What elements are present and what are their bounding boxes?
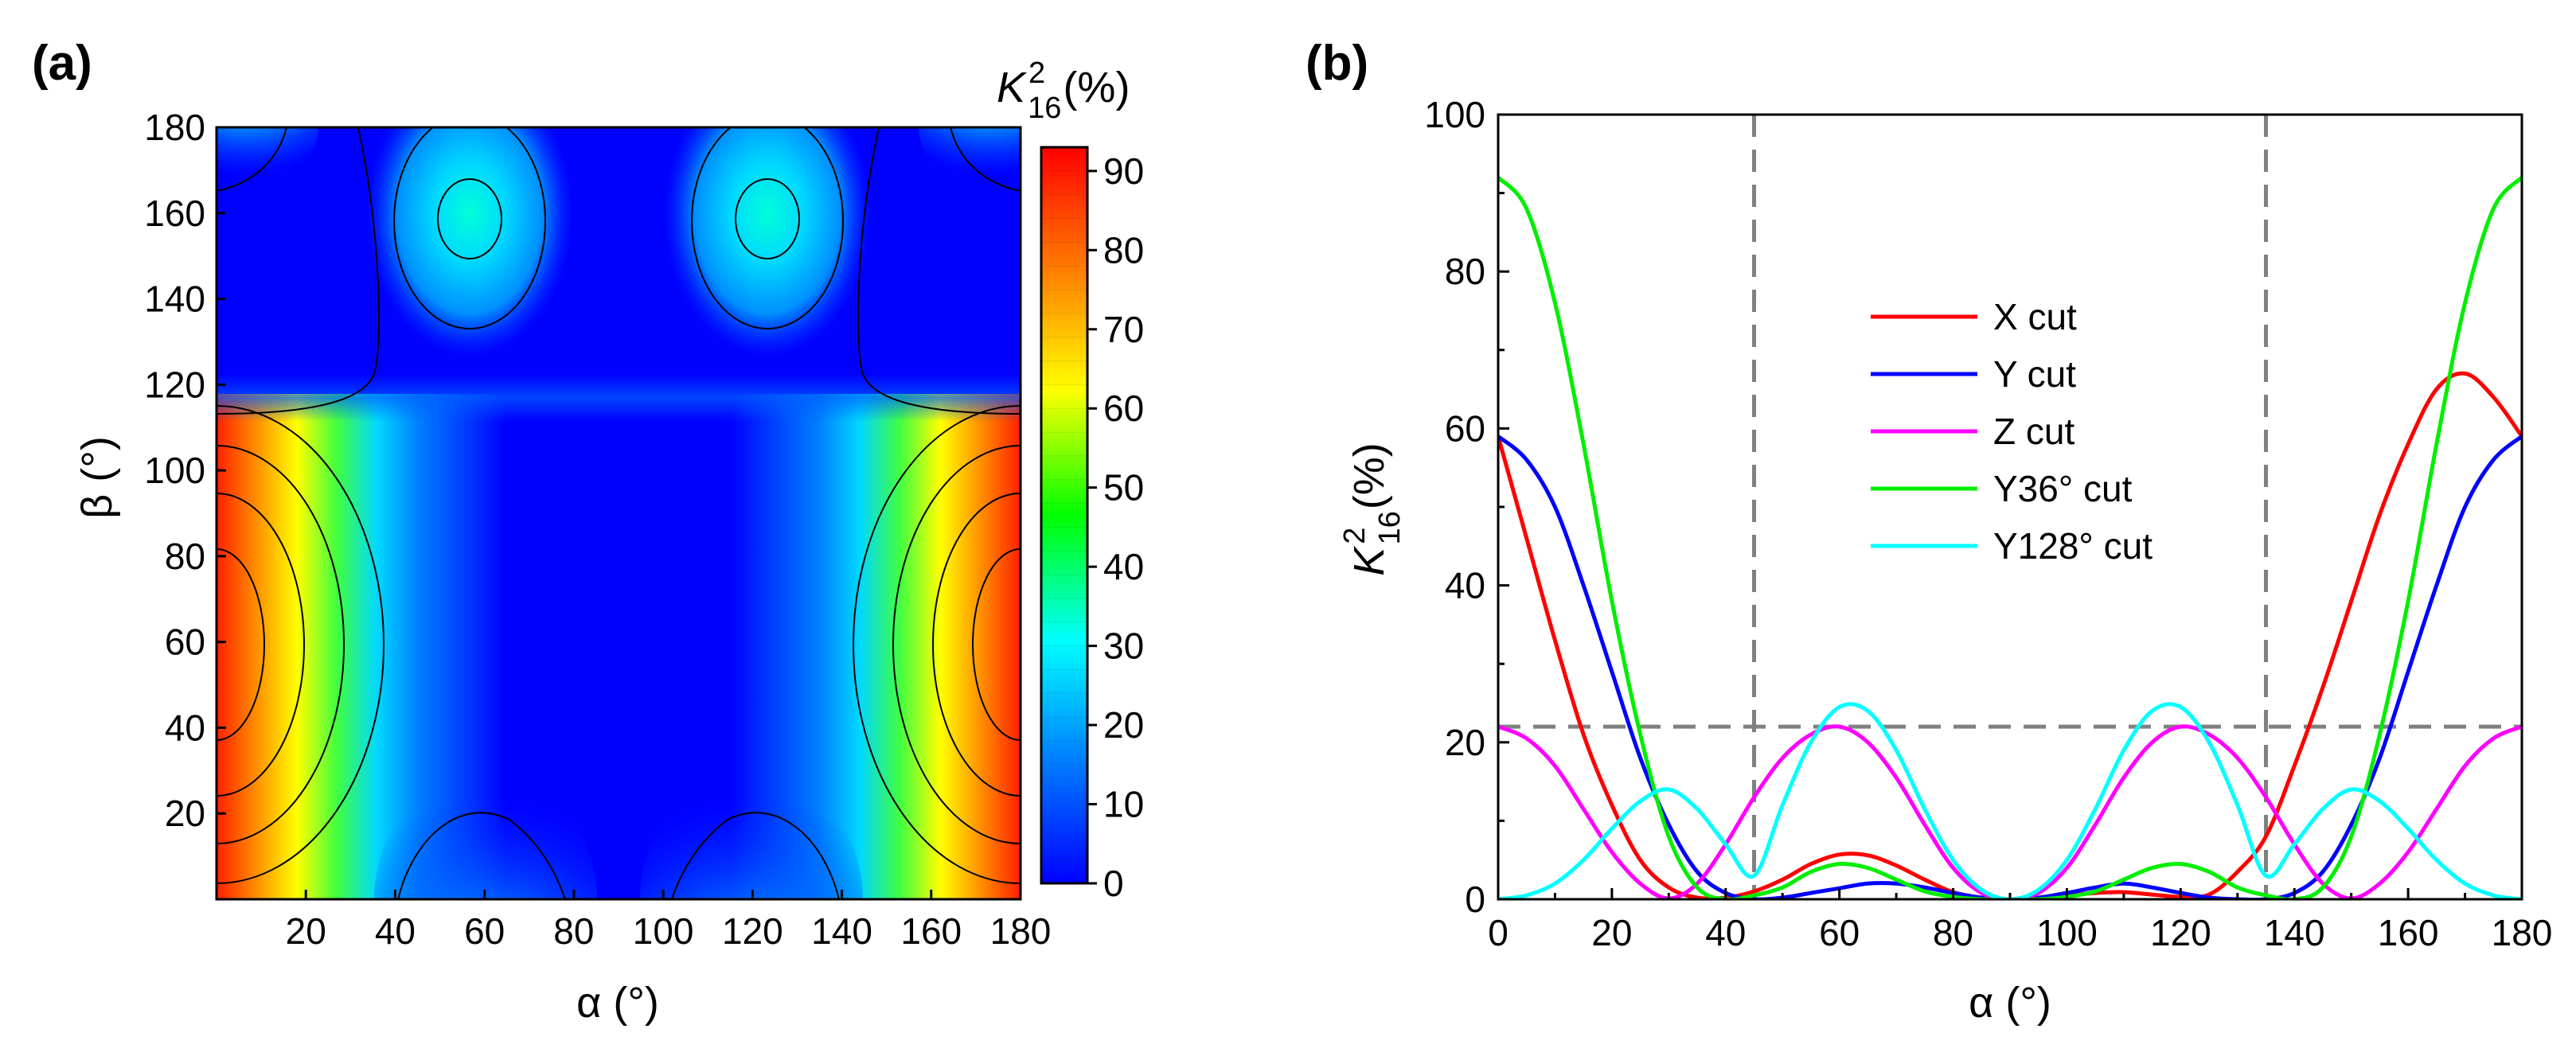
heatmap-x-tick-label: 20 xyxy=(286,910,326,952)
line-y-tick-label: 0 xyxy=(1465,879,1485,920)
colorbar-tick-label: 30 xyxy=(1103,625,1144,667)
legend-label: Z cut xyxy=(1993,411,2074,452)
heatmap-x-tick-label: 160 xyxy=(900,910,962,952)
line-x-tick-label: 80 xyxy=(1933,912,1973,953)
heatmap-x-tick-label: 120 xyxy=(722,910,783,952)
heatmap-y-tick-label: 120 xyxy=(144,364,205,405)
heatmap-x-tick-label: 80 xyxy=(553,910,594,952)
panel-a-label: (a) xyxy=(32,36,92,91)
colorbar-tick-label: 40 xyxy=(1103,546,1144,587)
line-y-axis-label: K 216(%) xyxy=(1338,442,1407,575)
heatmap-x-tick-label: 60 xyxy=(464,910,505,952)
line-x-tick-label: 160 xyxy=(2378,912,2439,953)
heatmap-y-tick-label: 20 xyxy=(165,793,205,834)
heatmap-y-tick-label: 160 xyxy=(144,193,205,234)
colorbar-tick-label: 50 xyxy=(1103,467,1144,509)
colorbar-ticks: 0 10 20 30 40 50 60 70 80 90 xyxy=(1041,150,1144,904)
colorbar-tick-label: 90 xyxy=(1103,150,1144,192)
spot-upper-right xyxy=(664,127,871,357)
line-x-axis-label: α (°) xyxy=(1969,979,2051,1027)
heatmap-ticks: 20 40 60 80 100 120 140 160 180 20 40 60 80 100 120 140… xyxy=(144,107,1051,952)
colorbar-tick-label: 80 xyxy=(1103,229,1144,271)
heatmap-x-tick-label: 180 xyxy=(990,910,1052,952)
colorbar: 0 10 20 30 40 50 60 70 80 90 K 2 16(%) xyxy=(997,57,1144,904)
heatmap-upper-band xyxy=(217,127,1021,394)
series-line-y36-cut xyxy=(1498,176,2522,899)
spot-upper-left xyxy=(366,127,573,357)
line-y-tick-label: 100 xyxy=(1424,94,1485,135)
colorbar-tick-label: 10 xyxy=(1103,784,1144,825)
legend-label: Y128° cut xyxy=(1993,525,2153,567)
heatmap-frame xyxy=(215,126,1022,901)
spot-bottom-right xyxy=(640,772,863,899)
spot-top-left xyxy=(217,127,318,187)
heatmap-x-axis-label: α (°) xyxy=(576,979,659,1027)
colorbar-tick-label: 0 xyxy=(1103,863,1124,904)
line-y-tick-label: 60 xyxy=(1445,407,1485,449)
ylabel-sub: 16 xyxy=(1373,511,1407,544)
colorbar-tick-label: 60 xyxy=(1103,388,1144,429)
heatmap-y-tick-label: 60 xyxy=(165,622,205,663)
colorbar-title: K 2 16(%) xyxy=(997,57,1130,125)
plot-background xyxy=(1498,115,2522,899)
line-x-tick-label: 20 xyxy=(1591,912,1632,953)
line-x-tick-label: 120 xyxy=(2150,912,2211,953)
heatmap-y-tick-label: 100 xyxy=(144,450,205,491)
colorbar-title-base: K xyxy=(997,64,1027,111)
line-y-tick-label: 80 xyxy=(1445,251,1485,292)
line-x-tick-label: 100 xyxy=(2036,912,2098,953)
heatmap-x-tick-label: 140 xyxy=(811,910,872,952)
legend-label: X cut xyxy=(1993,296,2077,337)
line-y-tick-label: 40 xyxy=(1445,565,1485,606)
colorbar-title-sub: 16 xyxy=(1028,92,1061,125)
colorbar-title-sup: 2 xyxy=(1028,57,1045,90)
colorbar-gradient xyxy=(1041,147,1087,883)
legend: X cut Y cut Z cut Y36° cut Y128° cut xyxy=(1871,296,2153,567)
ylabel-unit: (%) xyxy=(1345,442,1393,509)
line-x-tick-label: 40 xyxy=(1705,912,1746,953)
line-x-tick-label: 0 xyxy=(1488,912,1509,953)
colorbar-tick-label: 70 xyxy=(1103,309,1144,350)
line-x-tick-label: 140 xyxy=(2264,912,2325,953)
contour-lines xyxy=(217,127,1021,899)
line-x-tick-label: 180 xyxy=(2492,912,2553,953)
colorbar-tick-label: 20 xyxy=(1103,704,1144,746)
ylabel-base: K xyxy=(1345,546,1393,576)
colorbar-frame xyxy=(1040,146,1089,885)
heatmap-field xyxy=(217,127,1021,899)
heatmap-saddle-band xyxy=(217,374,1021,422)
heatmap-x-tick-label: 40 xyxy=(375,910,416,952)
colorbar-title-unit: (%) xyxy=(1063,64,1130,111)
reference-lines xyxy=(1498,115,2522,899)
panel-b-label: (b) xyxy=(1306,36,1368,91)
heatmap-y-tick-label: 180 xyxy=(144,107,205,148)
spot-bottom-left xyxy=(374,772,597,899)
legend-label: Y cut xyxy=(1993,353,2076,395)
heatmap-y-axis-label: β (°) xyxy=(73,436,121,519)
line-chart-ticks: 0 20 40 60 80 100 120 140 160 180 0 20 40 60 80 100 xyxy=(1424,94,2552,953)
line-y-tick-label: 20 xyxy=(1445,722,1485,763)
spot-top-right xyxy=(919,127,1021,187)
legend-label: Y36° cut xyxy=(1993,468,2133,509)
series-line-y128-cut xyxy=(1498,702,2522,899)
panel-a-heatmap: (a) xyxy=(32,36,1144,1027)
panel-b-line-chart: (b) 0 20 40 60 80 100 120 140 160 180 0 20 40 60 80 100… xyxy=(1306,36,2552,1027)
heatmap-y-tick-label: 140 xyxy=(144,279,205,320)
heatmap-x-tick-label: 100 xyxy=(633,910,694,952)
heatmap-y-tick-label: 80 xyxy=(165,536,205,577)
series-line-y-cut xyxy=(1498,435,2522,899)
heatmap-y-tick-label: 40 xyxy=(165,707,205,748)
ylabel-sup: 2 xyxy=(1338,528,1372,544)
line-x-tick-label: 60 xyxy=(1819,912,1860,953)
